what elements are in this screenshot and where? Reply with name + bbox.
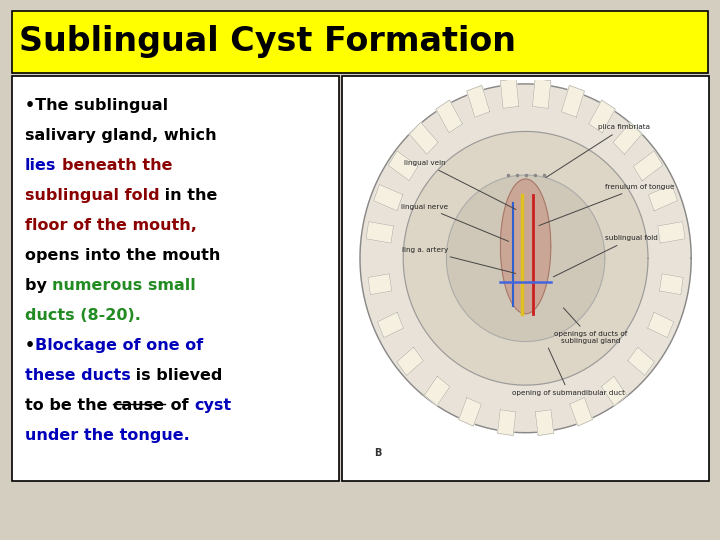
- Text: sublingual fold: sublingual fold: [24, 188, 159, 203]
- Text: •: •: [24, 338, 35, 353]
- Polygon shape: [589, 100, 616, 133]
- Polygon shape: [410, 122, 438, 154]
- Polygon shape: [388, 151, 418, 181]
- Text: plica fimbriata: plica fimbriata: [546, 125, 649, 178]
- Polygon shape: [374, 185, 403, 211]
- Polygon shape: [532, 79, 551, 109]
- Polygon shape: [403, 131, 648, 385]
- Text: openings of ducts of
sublingual gland: openings of ducts of sublingual gland: [554, 308, 627, 344]
- Text: •The sublingual: •The sublingual: [24, 98, 168, 113]
- Polygon shape: [377, 312, 403, 338]
- FancyBboxPatch shape: [12, 11, 708, 73]
- Text: lingual vein: lingual vein: [404, 160, 516, 210]
- Text: in the: in the: [159, 188, 217, 203]
- Text: Blockage of one of: Blockage of one of: [35, 338, 203, 353]
- Text: opening of submandibular duct: opening of submandibular duct: [513, 348, 625, 396]
- Text: by: by: [24, 278, 53, 293]
- Polygon shape: [570, 397, 593, 426]
- Text: cause: cause: [113, 398, 165, 413]
- Polygon shape: [498, 410, 516, 435]
- Polygon shape: [360, 84, 691, 433]
- Polygon shape: [628, 347, 654, 375]
- Text: cyst: cyst: [194, 398, 231, 413]
- Polygon shape: [436, 100, 462, 133]
- Polygon shape: [660, 274, 683, 295]
- Polygon shape: [500, 79, 519, 109]
- Text: opens into the mouth: opens into the mouth: [24, 248, 220, 263]
- Text: of: of: [165, 398, 194, 413]
- Polygon shape: [613, 122, 642, 154]
- Polygon shape: [657, 221, 685, 243]
- Text: under the tongue.: under the tongue.: [24, 428, 189, 443]
- FancyBboxPatch shape: [342, 76, 709, 481]
- Text: ducts (8-20).: ducts (8-20).: [24, 308, 140, 323]
- Polygon shape: [500, 179, 551, 314]
- Text: salivary gland, which: salivary gland, which: [24, 128, 216, 143]
- Polygon shape: [467, 85, 490, 117]
- Text: Sublingual Cyst Formation: Sublingual Cyst Formation: [19, 25, 516, 58]
- Polygon shape: [446, 175, 605, 341]
- Polygon shape: [648, 312, 674, 338]
- Polygon shape: [368, 274, 392, 295]
- Polygon shape: [397, 347, 423, 375]
- Polygon shape: [562, 85, 585, 117]
- Polygon shape: [535, 410, 554, 435]
- Text: ling a. artery: ling a. artery: [402, 247, 516, 273]
- Polygon shape: [648, 185, 678, 211]
- Text: floor of the mouth,: floor of the mouth,: [24, 218, 197, 233]
- Text: beneath the: beneath the: [62, 158, 172, 173]
- Text: lies: lies: [24, 158, 56, 173]
- Text: numerous small: numerous small: [53, 278, 196, 293]
- FancyBboxPatch shape: [12, 76, 339, 481]
- Text: frenulum of tongue: frenulum of tongue: [539, 184, 675, 226]
- Text: to be the: to be the: [24, 398, 113, 413]
- Text: B: B: [374, 448, 382, 458]
- Polygon shape: [366, 221, 394, 243]
- Polygon shape: [424, 376, 450, 406]
- Polygon shape: [459, 397, 482, 426]
- Text: lingual nerve: lingual nerve: [401, 204, 508, 241]
- Text: these ducts: these ducts: [24, 368, 130, 383]
- Text: sublingual fold: sublingual fold: [553, 235, 657, 277]
- Polygon shape: [601, 376, 627, 406]
- Polygon shape: [633, 151, 663, 181]
- Text: is blieved: is blieved: [130, 368, 223, 383]
